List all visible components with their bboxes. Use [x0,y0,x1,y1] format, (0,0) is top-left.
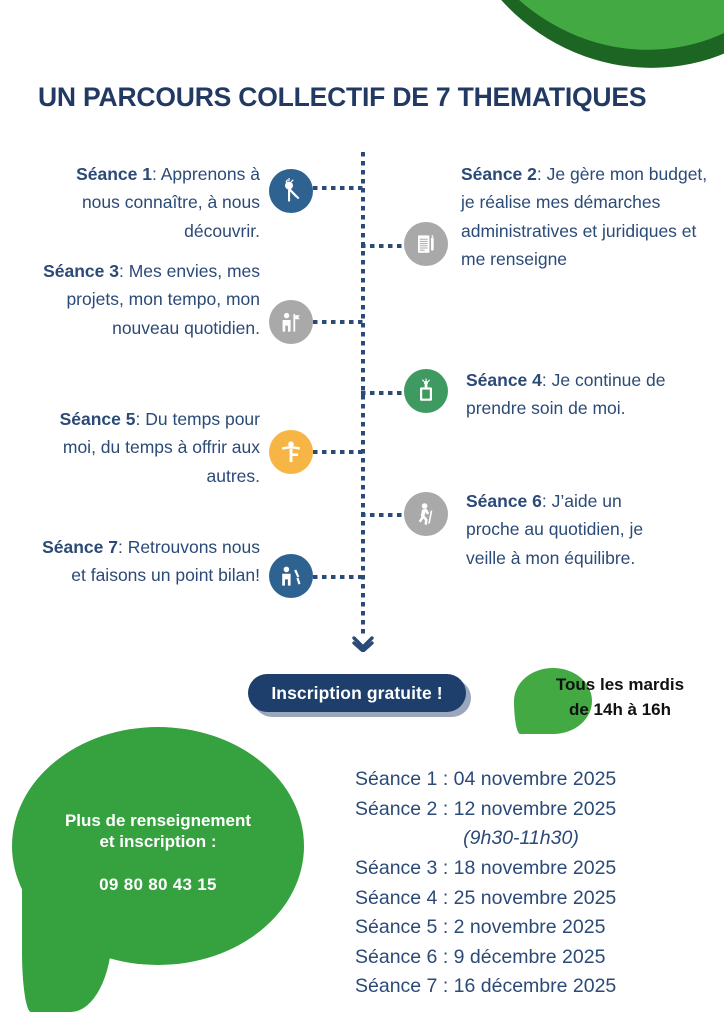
session-2-text: Séance 2: Je gère mon budget, je réalise… [461,160,713,273]
date-label: Séance 3 : [355,856,449,879]
person-walking-cane-icon [404,492,448,536]
session-5-separator: : [135,409,141,429]
session-5-text: Séance 5: Du temps pour moi, du temps à … [38,405,260,490]
schedule-line-2: de 14h à 16h [568,699,672,719]
session-6-body: J’aide un proche au quotidien, je veille… [466,491,644,568]
date-row: Séance 2 : 12 novembre 2025 [355,795,715,825]
person-helping-icon [269,554,313,598]
branch-connector-2 [361,244,409,248]
contact-phone-number[interactable]: 09 80 80 43 15 [99,874,217,894]
branch-connector-7 [313,575,363,579]
timeline-spine [361,152,365,638]
session-4-body: Je continue de prendre soin de moi. [466,370,666,419]
timeline-arrow-down-icon [352,636,374,652]
inscription-gratuite-button[interactable]: Inscription gratuite ! [248,674,466,712]
session-5-body: Du temps pour moi, du temps à offrir aux… [62,409,260,486]
contact-line-1: Plus de renseignement [64,811,252,830]
session-1-body: Apprenons à nous connaître, à nous décou… [81,164,260,241]
schedule-text: Tous les mardis de 14h à 16h [520,673,720,722]
session-7-separator: : [117,537,123,557]
branch-connector-4 [361,391,409,395]
date-row: Séance 5 : 2 novembre 2025 [355,913,715,943]
session-4-text: Séance 4: Je continue de prendre soin de… [466,366,676,423]
session-4-separator: : [541,370,547,390]
date-label: Séance 1 : [355,768,449,790]
session-3-label: Séance 3 [43,261,119,281]
session-1-separator: : [151,164,157,184]
session-4-label: Séance 4 [466,370,542,390]
page-title: UN PARCOURS COLLECTIF DE 7 THEMATIQUES [38,82,647,112]
branch-connector-5 [313,450,363,454]
date-value: 9 décembre 2025 [448,945,606,968]
date-row: Séance 3 : 18 novembre 2025 [355,854,715,884]
document-pen-icon [404,222,448,266]
date-row: Séance 1 : 04 novembre 2025 [355,765,715,795]
date-value: 2 novembre 2025 [448,916,606,939]
date-value: 18 novembre 2025 [448,856,617,879]
branch-connector-3 [313,320,363,324]
session-1-text: Séance 1: Apprenons à nous connaître, à … [38,160,260,245]
session-3-body: Mes envies, mes projets, mon tempo, mon … [66,261,260,338]
date-label: Séance 5 : [355,916,449,939]
session-2-body: Je gère mon budget, je réalise mes démar… [461,164,708,270]
date-row: Séance 7 : 16 décembre 2025 [355,972,715,1002]
microphone-icon [269,169,313,213]
person-signpost-icon [269,300,313,344]
person-arms-open-icon [269,430,313,474]
session-1-label: Séance 1 [76,164,152,184]
date-value: 04 novembre 2025 [448,768,617,790]
date-label: Séance 7 : [355,975,449,998]
session-3-text: Séance 3: Mes envies, mes projets, mon t… [38,257,260,342]
date-label: Séance 6 : [355,945,449,968]
perfume-bottle-icon [404,369,448,413]
session-7-body: Retrouvons nous et faisons un point bila… [71,537,260,586]
dates-list: Séance 1 : 04 novembre 2025 Séance 2 : 1… [355,765,715,1002]
schedule-speech-bubble [514,668,592,734]
session-6-text: Séance 6: J’aide un proche au quotidien,… [466,487,676,572]
session-2-label: Séance 2 [461,164,537,184]
date-value: 25 novembre 2025 [448,886,617,909]
session-6-separator: : [541,491,547,511]
session-2-separator: : [536,164,542,184]
date-value: 12 novembre 2025 [448,797,617,820]
branch-connector-6 [361,513,409,517]
session-7-label: Séance 7 [42,537,118,557]
session-7-text: Séance 7: Retrouvons nous et faisons un … [38,533,260,590]
branch-connector-1 [313,186,363,190]
date-row: Séance 6 : 9 décembre 2025 [355,943,715,973]
session-3-separator: : [118,261,124,281]
date-label: Séance 2 : [355,797,449,820]
session-6-label: Séance 6 [466,491,542,511]
date-label: Séance 4 : [355,886,449,909]
contact-speech-bubble [12,727,304,965]
contact-block: Plus de renseignement et inscription : 0… [24,810,292,895]
schedule-line-1: Tous les mardis [555,675,685,694]
date-row: Séance 4 : 25 novembre 2025 [355,884,715,914]
session-5-label: Séance 5 [59,409,136,429]
date-note: (9h30-11h30) [463,827,579,850]
date-value: 16 décembre 2025 [448,975,617,998]
contact-line-2: et inscription : [99,832,217,852]
